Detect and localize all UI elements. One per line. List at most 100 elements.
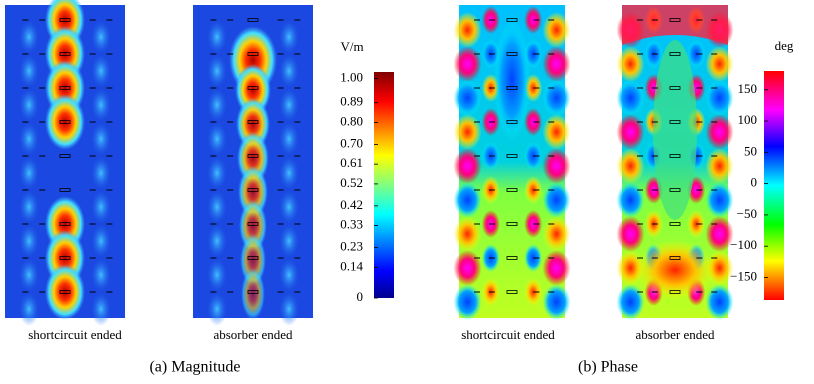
element: [506, 154, 518, 158]
lobe: [207, 20, 227, 54]
plot-label: shortcircuit ended: [28, 327, 122, 342]
phase-lobe: [453, 148, 482, 184]
lobe: [279, 122, 299, 156]
phase-lobe: [616, 46, 645, 82]
element: [669, 52, 681, 56]
lobe: [207, 258, 227, 292]
plots: [5, 0, 784, 326]
lobe: [279, 224, 299, 258]
element: [59, 18, 71, 22]
element: [506, 120, 518, 124]
lobe: [19, 224, 39, 258]
element: [247, 188, 259, 192]
element: [669, 222, 681, 226]
lobe: [19, 292, 39, 326]
lobe: [279, 20, 299, 54]
element: [669, 18, 681, 22]
lobe: [207, 292, 227, 326]
element: [59, 86, 71, 90]
colorbar-tick-label: 50: [744, 143, 757, 158]
lobe: [207, 122, 227, 156]
element: [506, 18, 518, 22]
lobe: [19, 20, 39, 54]
phase-core: [635, 240, 715, 300]
plot-label: absorber ended: [635, 327, 715, 342]
phase-lobe: [453, 182, 482, 218]
element: [59, 154, 71, 158]
phase-lobe: [542, 12, 571, 48]
colorbar-tick-label: 0: [751, 175, 758, 190]
magnitude-map: [5, 0, 125, 326]
lobe: [91, 190, 111, 224]
element: [247, 154, 259, 158]
phase-lobe: [687, 210, 706, 238]
element: [506, 256, 518, 260]
phase-core: [494, 20, 530, 140]
element: [669, 120, 681, 124]
phase-lobe: [524, 108, 543, 136]
phase-core: [653, 40, 697, 220]
element: [247, 222, 259, 226]
element: [59, 290, 71, 294]
element: [247, 120, 259, 124]
element: [506, 52, 518, 56]
phase-lobe: [542, 216, 571, 252]
phase-lobe: [524, 244, 543, 272]
phase-lobe: [616, 80, 645, 116]
hot-spot: [45, 264, 85, 320]
phase-lobe: [542, 80, 571, 116]
phase-lobe: [542, 114, 571, 150]
colorbar-tick-label: 1.00: [340, 70, 363, 85]
element: [59, 188, 71, 192]
phase-lobe: [616, 148, 645, 184]
phase-lobe: [616, 114, 645, 150]
lobe: [207, 156, 227, 190]
lobe: [19, 156, 39, 190]
element: [247, 256, 259, 260]
element: [669, 256, 681, 260]
phase-lobe: [524, 6, 543, 34]
colorbar-tick-label: −50: [737, 206, 757, 221]
lobe: [91, 88, 111, 122]
phase-lobe: [453, 216, 482, 252]
lobe: [91, 224, 111, 258]
phase-lobe: [705, 182, 734, 218]
element: [247, 86, 259, 90]
lobe: [91, 122, 111, 156]
element: [59, 256, 71, 260]
subfigure-caption: (b) Phase: [578, 359, 638, 376]
lobe: [91, 292, 111, 326]
phase-lobe: [453, 12, 482, 48]
colorbar-tick-label: 0.42: [340, 197, 363, 212]
phase-lobe: [705, 46, 734, 82]
phase-lobe: [453, 284, 482, 320]
element: [247, 18, 259, 22]
colorbar: [764, 71, 784, 300]
lobe: [19, 258, 39, 292]
phase-lobe: [542, 148, 571, 184]
lobe: [91, 20, 111, 54]
labels: V/m 1.00 0.89 0.80 0.70 0.61 0.52 0.42 0.33 0.23 0…: [28, 38, 794, 376]
lobe: [207, 190, 227, 224]
lobe: [207, 54, 227, 88]
colorbar-unit: V/m: [340, 39, 363, 54]
phase-lobe: [453, 114, 482, 150]
colorbar-tick-label: 0.14: [340, 258, 363, 273]
phase-map: [453, 5, 571, 320]
element: [669, 290, 681, 294]
phase-lobe: [453, 80, 482, 116]
phase-lobe: [687, 40, 706, 68]
phase-lobe: [524, 210, 543, 238]
colorbar-unit: deg: [775, 38, 794, 53]
colorbar-tick-label: 0.52: [340, 175, 363, 190]
phase-lobe: [542, 250, 571, 286]
lobe: [279, 292, 299, 326]
phase-lobe: [705, 284, 734, 320]
element: [506, 290, 518, 294]
element: [506, 188, 518, 192]
element: [247, 290, 259, 294]
colorbar-tick-label: −100: [730, 237, 757, 252]
lobe: [91, 258, 111, 292]
lobe: [91, 156, 111, 190]
element: [669, 188, 681, 192]
